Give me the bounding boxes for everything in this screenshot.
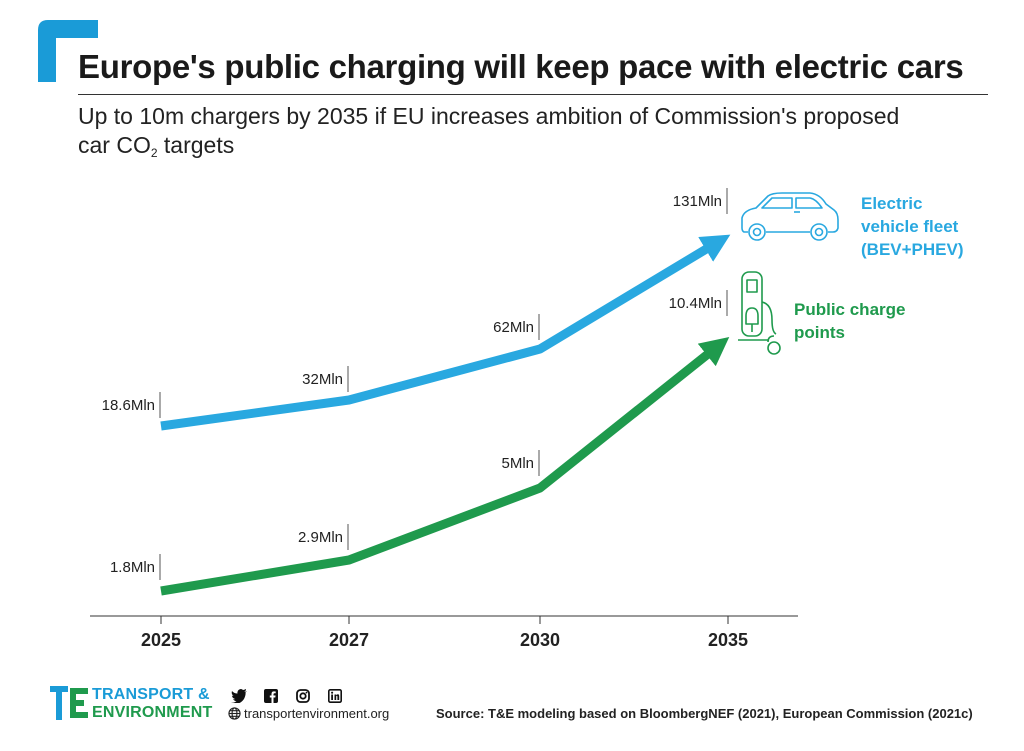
website-link[interactable]: transportenvironment.org: [228, 706, 389, 721]
data-label: 62Mln: [493, 319, 534, 336]
data-label: 5Mln: [501, 455, 534, 472]
data-label: 1.8Mln: [110, 559, 155, 576]
title-divider: [78, 94, 988, 95]
x-tick-label: 2025: [141, 630, 181, 650]
brand-line-1: TRANSPORT &: [92, 686, 210, 703]
brand-name: TRANSPORT & ENVIRONMENT: [92, 686, 212, 722]
twitter-icon[interactable]: [228, 688, 250, 704]
series-name-line: points: [794, 323, 845, 342]
subtitle-line-1: Up to 10m chargers by 2035 if EU increas…: [78, 103, 900, 129]
series-name-label: Public charge points: [794, 300, 905, 342]
source-note: Source: T&E modeling based on BloombergN…: [436, 706, 973, 721]
x-tick-label: 2027: [329, 630, 369, 650]
series-line-ev-fleet: [160, 234, 731, 431]
data-label: 32Mln: [302, 371, 343, 388]
instagram-icon[interactable]: [292, 688, 314, 704]
series-name-line: Electric: [861, 194, 922, 213]
x-tick-label: 2035: [708, 630, 748, 650]
data-label: 18.6Mln: [102, 397, 155, 414]
series-name-line: vehicle fleet: [861, 217, 959, 236]
x-axis-ticks: 2025 2027 2030 2035: [141, 616, 748, 650]
line-chart: 2025 2027 2030 2035 18.6Mln 32Mln 62Mln 131Mln…: [90, 188, 964, 650]
te-logo-icon: [50, 686, 88, 720]
car-icon: [741, 192, 839, 241]
social-links: [228, 688, 346, 704]
facebook-icon[interactable]: [260, 688, 282, 704]
series-name-line: Public charge: [794, 300, 905, 319]
corner-bracket-logo: [38, 20, 98, 82]
subtitle-line-2-start: car CO: [78, 132, 151, 158]
globe-icon: [228, 707, 241, 720]
linkedin-icon[interactable]: [324, 688, 346, 704]
x-tick-label: 2030: [520, 630, 560, 650]
data-label: 10.4Mln: [669, 295, 722, 312]
value-ticks: [159, 188, 728, 580]
page-title: Europe's public charging will keep pace …: [78, 48, 964, 85]
website-text: transportenvironment.org: [244, 706, 390, 721]
page-subtitle: Up to 10m chargers by 2035 if EU increas…: [78, 102, 998, 168]
series-name-label: Electric vehicle fleet (BEV+PHEV): [861, 194, 964, 259]
subtitle-line-2-end: targets: [157, 132, 235, 158]
subtitle-subscript: 2: [150, 146, 158, 160]
data-label: 2.9Mln: [298, 529, 343, 546]
data-label: 131Mln: [673, 193, 722, 210]
series-line-charge-points: [160, 337, 730, 596]
charging-station-icon: [738, 271, 781, 355]
series-name-line: (BEV+PHEV): [861, 240, 964, 259]
brand-line-2: ENVIRONMENT: [92, 704, 213, 721]
